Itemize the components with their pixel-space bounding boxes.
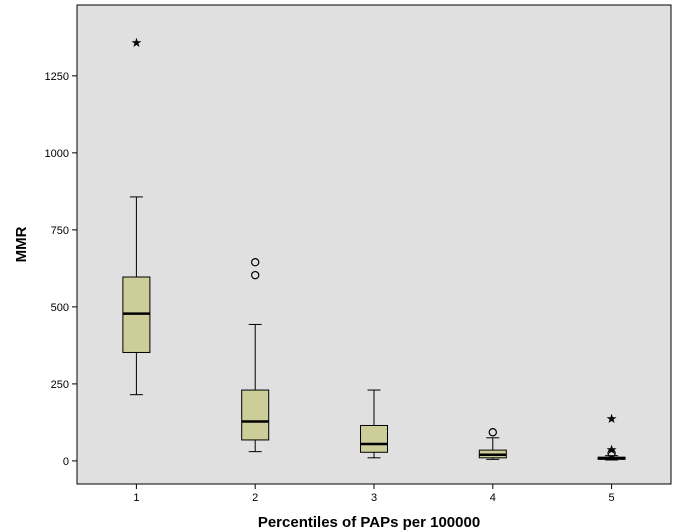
extreme-point: ★ [606,443,618,458]
y-axis: 0 250 500 750 1000 1250 [45,71,77,468]
y-tick-label: 1000 [45,148,69,160]
box [360,424,388,453]
box-group-4 [478,428,507,460]
y-tick-label: 250 [51,379,69,391]
box-group-1: ★ [122,36,151,396]
box-group-2 [241,258,270,453]
box-group-5: ★★ [597,412,626,461]
y-tick-label: 0 [63,456,69,468]
outlier-point [607,448,616,458]
y-tick-label: 1250 [45,71,69,83]
box-series: ★★★ [122,36,626,461]
x-axis: 1 2 3 4 5 [133,484,615,504]
x-tick-label: 3 [371,492,377,504]
y-tick-label: 500 [51,302,69,314]
box-group-3 [360,389,388,459]
box [241,389,270,441]
x-tick-label: 4 [490,492,496,504]
x-tick-label: 1 [133,492,139,504]
y-tick-label: 750 [51,225,69,237]
outlier-point [250,258,260,267]
x-tick-label: 2 [252,492,258,504]
x-axis-title: Percentiles of PAPs per 100000 [258,514,480,531]
extreme-point: ★ [131,36,143,51]
outlier-point [488,428,497,437]
outlier-point [250,270,260,280]
y-axis-title: MMR [13,226,30,262]
x-tick-label: 5 [609,492,615,504]
extreme-point: ★ [606,412,618,427]
